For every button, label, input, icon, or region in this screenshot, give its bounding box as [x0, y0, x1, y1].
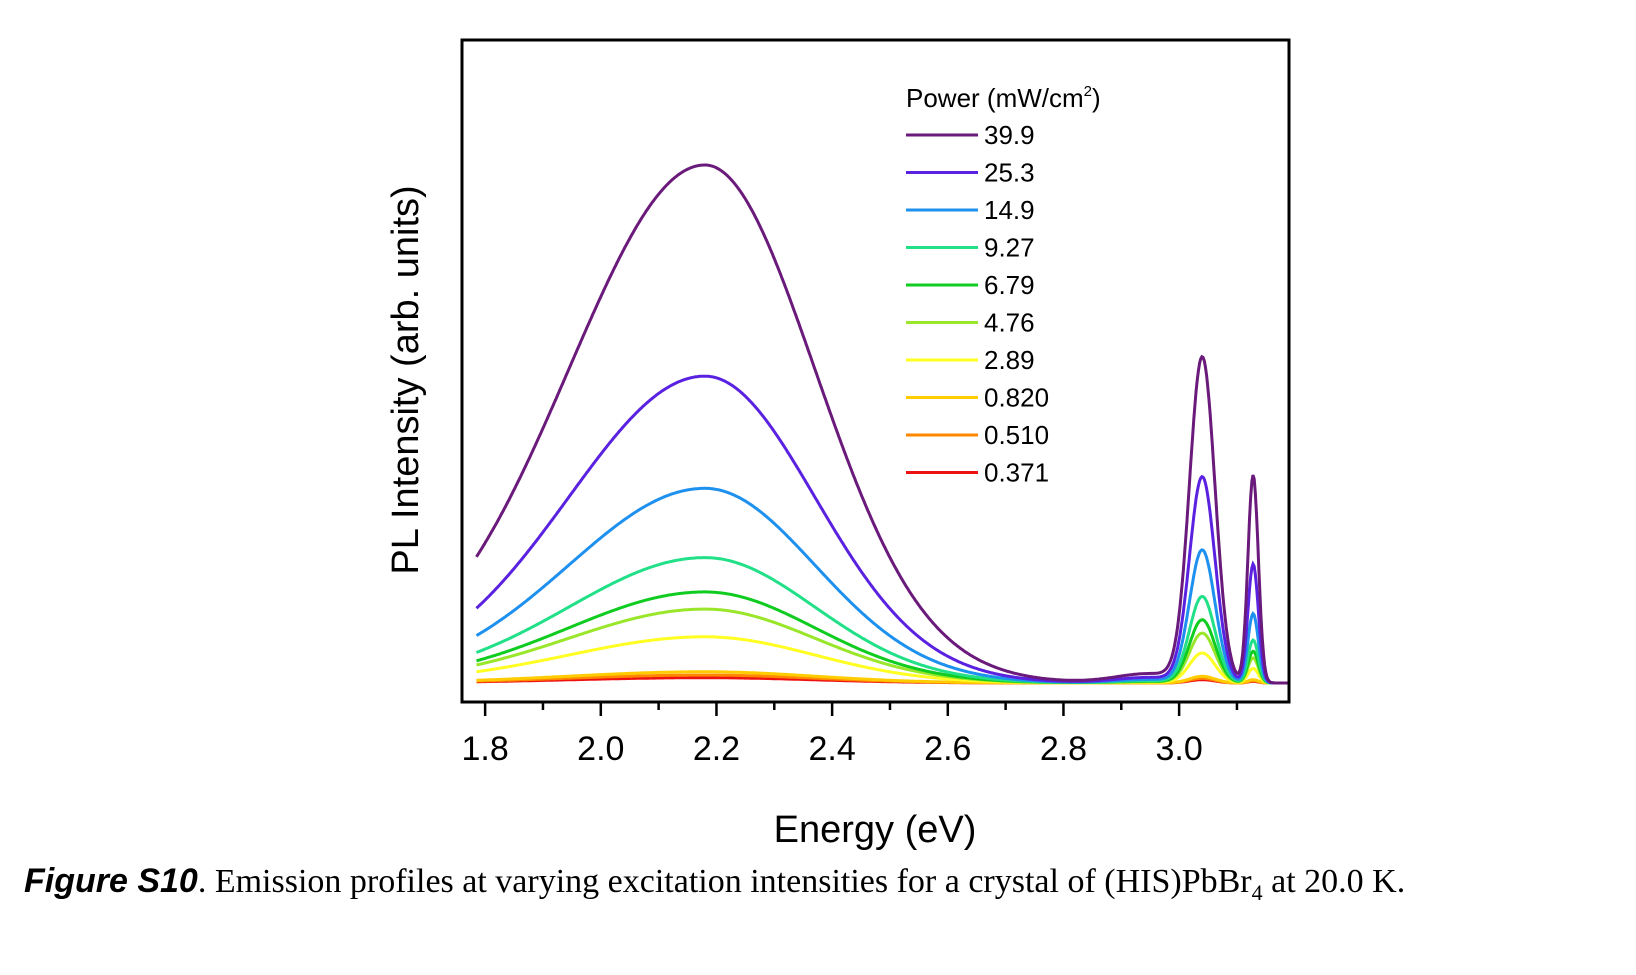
plot-frame	[460, 38, 1291, 704]
figure-caption: Figure S10. Emission profiles at varying…	[24, 862, 1624, 906]
x-tick-label: 3.0	[1155, 730, 1202, 768]
series-line-25-3	[475, 374, 1289, 685]
series-line-39-9	[475, 163, 1289, 685]
caption-text: . Emission profiles at varying excitatio…	[197, 863, 1252, 900]
legend-label: 25.3	[984, 158, 1035, 188]
x-tick-label: 2.2	[693, 730, 740, 768]
caption-text-end: at 20.0 K.	[1262, 863, 1406, 900]
y-axis-title: PL Intensity (arb. units)	[385, 185, 427, 574]
x-tick-label: 2.6	[924, 730, 971, 768]
legend-label: 0.820	[984, 383, 1049, 413]
legend-label: 0.371	[984, 458, 1049, 488]
legend-label: 0.510	[984, 420, 1049, 450]
series-layer	[475, 163, 1289, 685]
legend-label: 6.79	[984, 270, 1035, 300]
legend-label: 4.76	[984, 308, 1035, 338]
x-tick-label: 2.4	[808, 730, 855, 768]
legend-label: 39.9	[984, 120, 1035, 150]
legend: Power (mW/cm2) 39.9 25.3 14.9 9.27 6.79 4.76 2…	[906, 83, 1101, 488]
series-line-14-9	[475, 486, 1289, 685]
legend-label: 2.89	[984, 345, 1035, 375]
legend-title: Power (mW/cm2)	[906, 83, 1101, 113]
legend-label: 9.27	[984, 233, 1035, 263]
legend-label: 14.9	[984, 195, 1035, 225]
x-tick-label: 2.8	[1040, 730, 1087, 768]
x-tick-label: 1.8	[462, 730, 509, 768]
caption-subscript: 4	[1251, 879, 1263, 905]
x-axis: 1.8 2.0 2.2 2.4 2.6 2.8 3.0	[462, 702, 1239, 768]
caption-label: Figure S10	[24, 862, 198, 900]
x-axis-title: Energy (eV)	[774, 809, 977, 851]
x-tick-label: 2.0	[577, 730, 624, 768]
